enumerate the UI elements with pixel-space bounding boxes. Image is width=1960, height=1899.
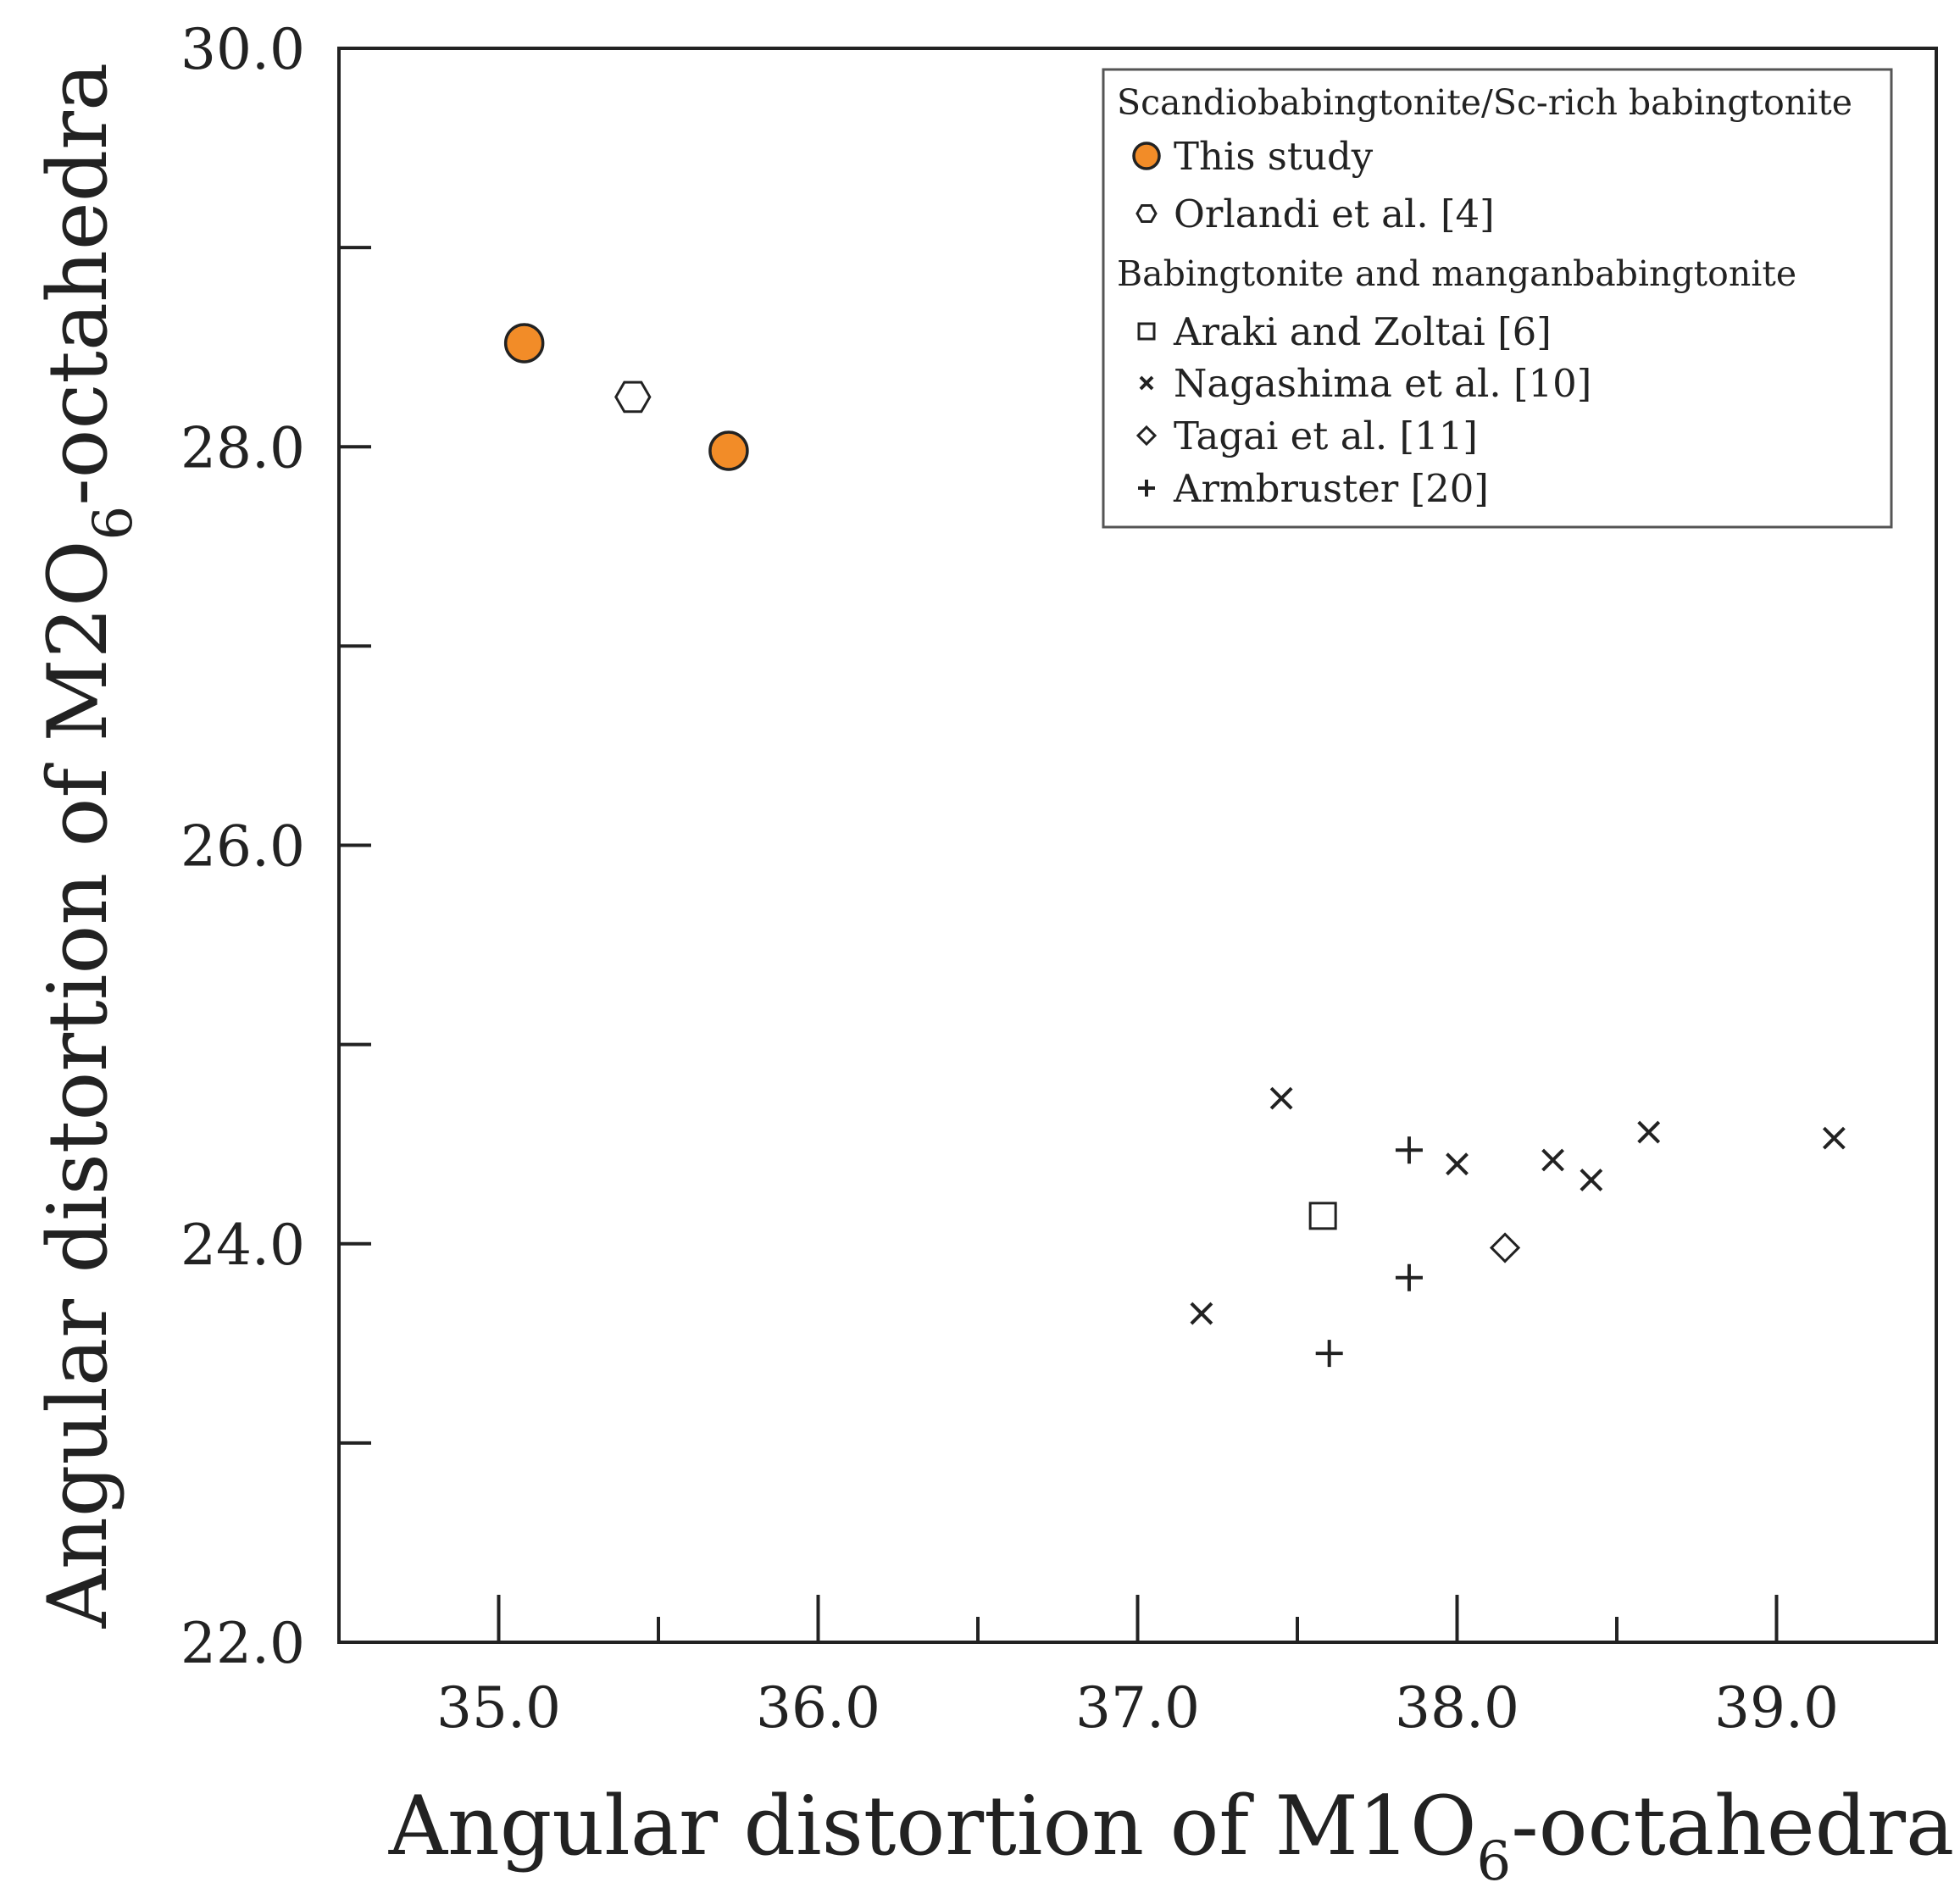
data-point-diamond (1489, 1232, 1521, 1263)
data-point-x (1190, 1302, 1213, 1325)
y-axis-label: Angular distortion of M2O6-octahedra (31, 63, 145, 1630)
legend-group-title: Scandiobabingtonite/Sc-rich babingtonite (1117, 82, 1852, 123)
legend: Scandiobabingtonite/Sc-rich babingtonite… (1102, 68, 1893, 529)
data-point-x (1269, 1086, 1293, 1110)
y-tick-label: 30.0 (180, 17, 305, 82)
legend-marker-hexagon (1135, 204, 1158, 223)
legend-entry-orlandi: Orlandi et al. [4] (1174, 192, 1495, 236)
x-tick-label: 38.0 (1395, 1675, 1519, 1741)
data-point-circle (503, 323, 545, 364)
data-point-x (1446, 1152, 1469, 1176)
data-point-hexagon (614, 380, 652, 414)
legend-marker-x (1139, 375, 1154, 391)
legend-entry-nagashima: Nagashima et al. [10] (1174, 361, 1591, 406)
x-tick-label: 35.0 (436, 1675, 561, 1741)
data-point-plus (1315, 1340, 1343, 1368)
legend-entry-tagai: Tagai et al. [11] (1174, 414, 1478, 458)
y-tick-label: 28.0 (180, 415, 305, 480)
legend-marker-diamond (1135, 425, 1158, 447)
data-points (503, 323, 1846, 1368)
legend-entry-armbruster: Armbruster [20] (1173, 466, 1489, 511)
data-point-circle (708, 430, 749, 471)
legend-group-title: Babingtonite and manganbabingtonite (1117, 253, 1796, 294)
legend-marker-circle (1132, 142, 1161, 170)
legend-marker-square (1137, 322, 1156, 341)
axis-ticks (339, 47, 1779, 1644)
x-axis-label: Angular distortion of M1O6-octahedra (388, 1779, 1955, 1893)
y-tick-label: 26.0 (180, 814, 305, 880)
data-point-x (1580, 1169, 1603, 1191)
legend-markers (1132, 142, 1161, 497)
data-point-plus (1395, 1136, 1423, 1164)
x-tick-label: 39.0 (1714, 1675, 1839, 1741)
x-tick-label: 36.0 (756, 1675, 880, 1741)
data-point-square (1308, 1202, 1337, 1230)
data-point-plus (1395, 1263, 1423, 1291)
data-point-x (1822, 1126, 1846, 1150)
axis-tick-labels: 35.0 36.0 37.0 38.0 39.0 22.0 24.0 26.0 28.0 30.0 (180, 17, 1839, 1741)
legend-entry-this-study: This study (1174, 134, 1374, 179)
legend-entry-araki-zoltai: Araki and Zoltai [6] (1173, 309, 1552, 354)
x-tick-label: 37.0 (1075, 1675, 1200, 1741)
legend-box (1102, 68, 1893, 529)
data-point-x (1637, 1120, 1661, 1144)
legend-marker-plus (1138, 480, 1155, 497)
y-tick-label: 22.0 (180, 1611, 305, 1676)
y-tick-label: 24.0 (180, 1213, 305, 1278)
data-point-x (1541, 1148, 1565, 1172)
